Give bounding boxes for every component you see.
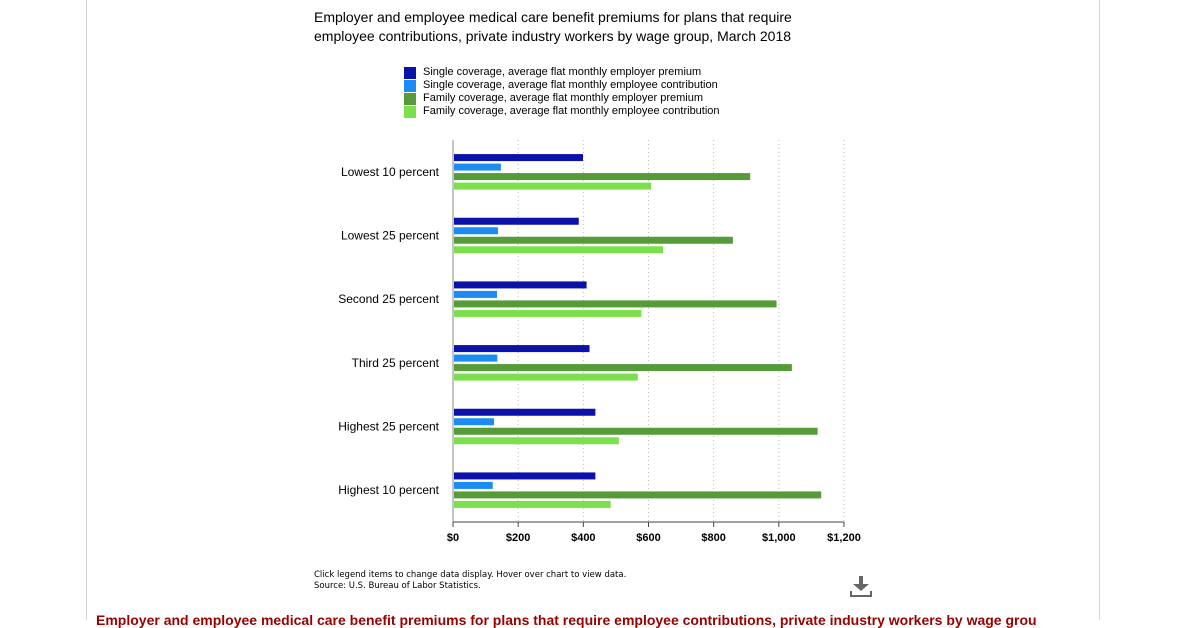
- legend-swatch: [404, 92, 416, 105]
- bar[interactable]: [454, 236, 733, 244]
- category-label: Highest 25 percent: [338, 420, 439, 434]
- category-label: Lowest 10 percent: [341, 165, 440, 179]
- bar[interactable]: [454, 163, 501, 171]
- bar[interactable]: [454, 500, 611, 508]
- bar[interactable]: [454, 364, 792, 372]
- bar[interactable]: [454, 182, 652, 190]
- bar[interactable]: [454, 418, 495, 426]
- bar[interactable]: [454, 481, 493, 489]
- x-tick-label: $1,200: [827, 532, 861, 544]
- bar[interactable]: [454, 281, 587, 289]
- bar[interactable]: [454, 408, 596, 416]
- legend-swatch: [404, 66, 416, 79]
- x-tick-label: $800: [701, 532, 725, 544]
- chart-legend: Single coverage, average flat monthly em…: [404, 66, 720, 118]
- bar[interactable]: [454, 217, 579, 225]
- bar[interactable]: [454, 300, 777, 308]
- legend-swatch: [404, 79, 416, 92]
- bar[interactable]: [454, 309, 642, 317]
- x-tick-label: $400: [571, 532, 595, 544]
- chart-instructions: Click legend items to change data displa…: [314, 570, 627, 580]
- category-label: Highest 10 percent: [338, 483, 439, 497]
- category-label: Lowest 25 percent: [341, 229, 440, 243]
- legend-item-family-employee[interactable]: Family coverage, average flat monthly em…: [404, 105, 720, 118]
- x-tick-label: $1,000: [762, 532, 796, 544]
- bar[interactable]: [454, 345, 590, 353]
- bar[interactable]: [454, 173, 751, 181]
- bar-chart[interactable]: $0 $200 $400 $600 $800 $1,000 $1,200 Lowest 10 …: [0, 0, 1192, 560]
- chart-notes: Click legend items to change data displa…: [314, 570, 626, 592]
- bar[interactable]: [454, 491, 822, 499]
- bar[interactable]: [454, 427, 818, 435]
- legend-label: Family coverage, average flat monthly em…: [423, 92, 704, 104]
- content-frame: [86, 0, 1100, 620]
- legend-item-family-employer[interactable]: Family coverage, average flat monthly em…: [404, 92, 720, 105]
- bar[interactable]: [454, 437, 619, 445]
- legend-label: Single coverage, average flat monthly em…: [423, 79, 718, 91]
- chart-title: Employer and employee medical care benef…: [314, 9, 792, 44]
- bar[interactable]: [454, 227, 498, 235]
- bar[interactable]: [454, 472, 596, 480]
- x-tick-label: $200: [506, 532, 530, 544]
- footer-chart-title: Employer and employee medical care benef…: [96, 612, 1036, 628]
- download-button[interactable]: [848, 574, 874, 598]
- legend-swatch: [404, 105, 416, 118]
- bar[interactable]: [454, 354, 498, 362]
- chart-source: Source: U.S. Bureau of Labor Statistics.: [314, 581, 481, 591]
- category-label: Third 25 percent: [352, 356, 440, 370]
- x-tick-label: $600: [636, 532, 660, 544]
- legend-label: Single coverage, average flat monthly em…: [423, 66, 702, 78]
- legend-label: Family coverage, average flat monthly em…: [423, 105, 720, 117]
- x-tick-label: $0: [447, 532, 459, 544]
- bar[interactable]: [454, 290, 497, 298]
- bar[interactable]: [454, 246, 664, 254]
- download-icon: [850, 576, 872, 597]
- legend-item-single-employee[interactable]: Single coverage, average flat monthly em…: [404, 79, 720, 92]
- bar[interactable]: [454, 373, 638, 381]
- legend-item-single-employer[interactable]: Single coverage, average flat monthly em…: [404, 66, 720, 79]
- bar[interactable]: [454, 154, 584, 162]
- category-label: Second 25 percent: [338, 292, 439, 306]
